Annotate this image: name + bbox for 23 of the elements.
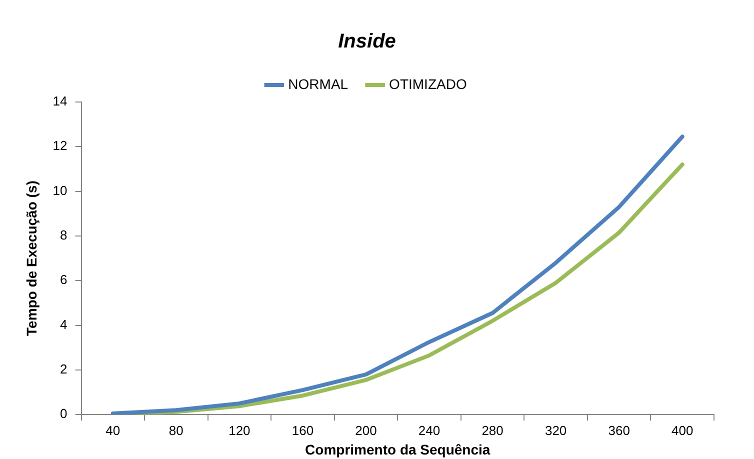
x-tick-label: 160 [292,422,314,438]
y-tick-label: 2 [60,362,68,377]
y-tick-label: 8 [60,228,68,243]
x-tick-label: 80 [168,422,184,438]
y-tick-label: 10 [52,182,68,198]
y-tick-label: 4 [60,316,68,332]
legend-label: OTIMIZADO [389,76,467,92]
x-tick-label: 40 [106,422,120,438]
y-axis-title: Tempo de Execução (s) [23,180,40,336]
y-tick-label: 14 [52,94,68,109]
x-tick-label: 240 [418,422,440,438]
x-tick-label: 320 [544,422,567,438]
y-tick-label: 0 [60,406,68,422]
x-axis-title: Comprimento da Sequência [305,441,490,458]
chart-title: Inside [338,30,396,53]
x-tick-label: 360 [608,422,630,438]
x-tick-label: 200 [355,422,377,438]
x-tick-label: 400 [672,422,694,438]
legend-label: NORMAL [288,76,348,92]
y-tick-label: 12 [52,138,68,154]
x-tick-label: 120 [228,422,250,438]
y-tick-label: 6 [60,272,68,288]
x-tick-label: 280 [482,422,504,438]
